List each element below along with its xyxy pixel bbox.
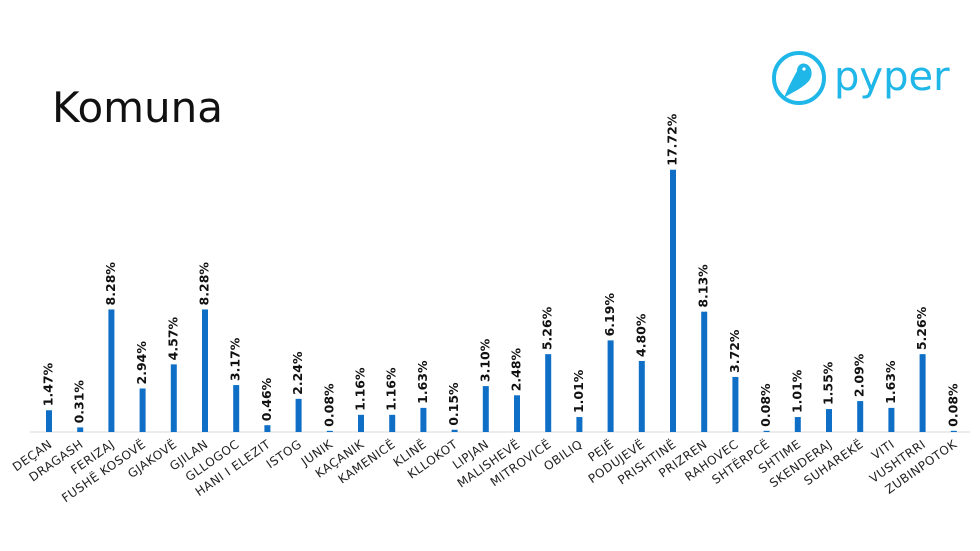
value-label: 0.31%: [72, 380, 87, 424]
bar: [202, 309, 208, 432]
logo-text: pyper: [834, 54, 950, 100]
logo: pyper: [772, 51, 950, 105]
bar: [670, 169, 676, 432]
bar: [514, 395, 520, 432]
bar: [888, 407, 895, 432]
bar: [638, 360, 645, 432]
value-label: 8.13%: [696, 264, 711, 308]
value-label: 4.57%: [165, 317, 180, 361]
value-label: 1.55%: [821, 361, 836, 405]
bar: [46, 410, 52, 432]
logo-bird: [784, 63, 812, 98]
bar: [389, 414, 396, 432]
value-label: 8.28%: [103, 262, 118, 306]
bar: [108, 309, 115, 432]
value-label: 0.08%: [945, 383, 960, 427]
bar: [545, 354, 552, 432]
value-label: 2.94%: [134, 341, 149, 385]
value-label: 17.72%: [665, 113, 680, 166]
value-label: 1.16%: [384, 367, 399, 411]
value-label: 1.63%: [883, 360, 898, 404]
value-label: 0.15%: [446, 382, 461, 426]
bar: [919, 354, 926, 432]
bar: [763, 430, 770, 432]
bar: [857, 401, 864, 432]
bar: [264, 425, 271, 432]
bar: [358, 414, 364, 432]
bar: [139, 388, 146, 432]
value-label: 2.48%: [509, 347, 524, 391]
bar: [826, 409, 832, 432]
value-label: 1.01%: [789, 369, 804, 413]
chart-title: Komuna: [52, 83, 223, 132]
value-label: 0.08%: [758, 383, 773, 427]
bar: [950, 430, 957, 432]
bar: [326, 430, 333, 432]
value-label: 2.09%: [852, 353, 867, 397]
bar: [420, 407, 427, 432]
value-label: 6.19%: [602, 293, 617, 337]
value-label: 5.26%: [540, 306, 555, 350]
bar: [607, 340, 614, 432]
value-label: 2.24%: [290, 351, 305, 395]
bar: [701, 311, 708, 432]
logo-eye: [802, 67, 806, 71]
bar: [482, 386, 489, 432]
value-label: 5.26%: [914, 306, 929, 350]
bar: [451, 429, 458, 432]
x-tick-label: ISTOG: [264, 437, 305, 471]
bar: [576, 417, 583, 432]
value-label: 0.08%: [321, 383, 336, 427]
value-label: 3.10%: [477, 338, 492, 382]
bar: [233, 385, 240, 432]
value-label: 3.17%: [228, 337, 243, 381]
bar: [295, 398, 302, 432]
value-label: 0.46%: [259, 377, 274, 421]
value-label: 1.16%: [353, 367, 368, 411]
logo-ring: [772, 51, 826, 105]
value-label: 1.63%: [415, 360, 430, 404]
bar: [732, 376, 739, 432]
value-label: 4.80%: [633, 313, 648, 357]
value-label: 1.47%: [41, 362, 56, 406]
bar: [794, 417, 801, 432]
bar: [77, 427, 84, 432]
bar: [170, 364, 177, 432]
value-label: 1.01%: [571, 369, 586, 413]
value-label: 8.28%: [197, 262, 212, 306]
value-label: 3.72%: [727, 329, 742, 373]
